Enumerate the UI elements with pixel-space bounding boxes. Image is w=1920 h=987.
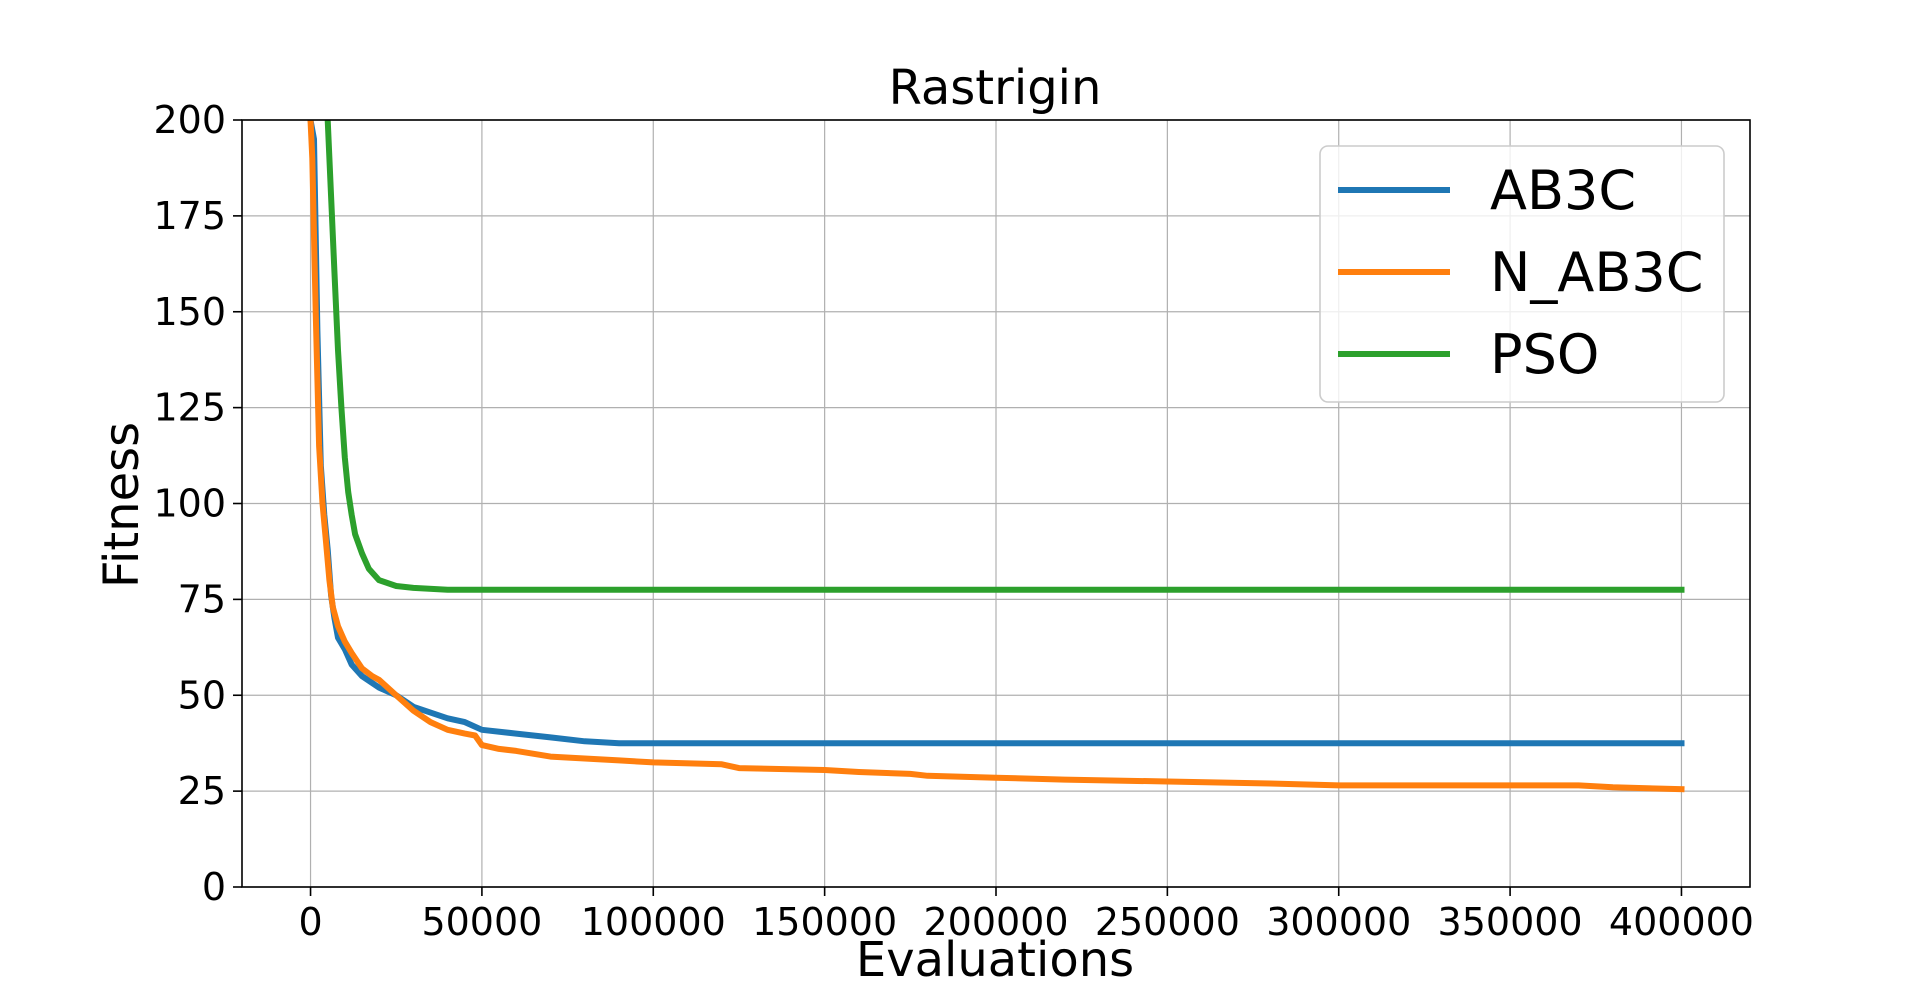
legend-items: AB3C N_AB3C PSO [1338,159,1703,386]
x-tick-label: 300000 [1266,900,1411,944]
y-tick-label: 75 [178,577,226,621]
x-axis-label: Evaluations [856,932,1134,983]
x-tick-label: 100000 [581,900,726,944]
y-tick-label: 175 [153,194,226,238]
y-tick-label: 0 [202,865,226,909]
chart-title: Rastrigin [889,60,1102,116]
series-lines [307,120,1685,793]
y-axis-label: Fitness [94,422,150,588]
series-line-pso [324,120,1685,593]
x-tick-label: 150000 [752,900,897,944]
y-tick-label: 100 [153,482,226,526]
y-tick-label: 50 [178,673,226,717]
legend-label-n-ab3c: N_AB3C [1490,241,1703,304]
x-tick-label: 50000 [421,900,542,944]
legend-label-ab3c: AB3C [1490,159,1636,222]
x-tick-label: 0 [298,900,322,944]
x-tick-label: 350000 [1438,900,1583,944]
legend: AB3C N_AB3C PSO [1319,145,1725,403]
series-line-n-ab3c [307,120,1685,793]
x-tick-label: 250000 [1095,900,1240,944]
y-tick-label: 125 [153,386,226,430]
y-tick-label: 150 [153,290,226,334]
y-tick-label: 25 [178,769,226,813]
y-tick-label: 200 [153,98,226,142]
legend-label-pso: PSO [1490,323,1599,386]
axis-ticks: 0 50000 100000 150000 200000 250000 300000 3500… [153,98,1754,944]
x-tick-label: 400000 [1609,900,1754,944]
x-tick-label: 200000 [923,900,1068,944]
legend-box [1319,145,1725,403]
